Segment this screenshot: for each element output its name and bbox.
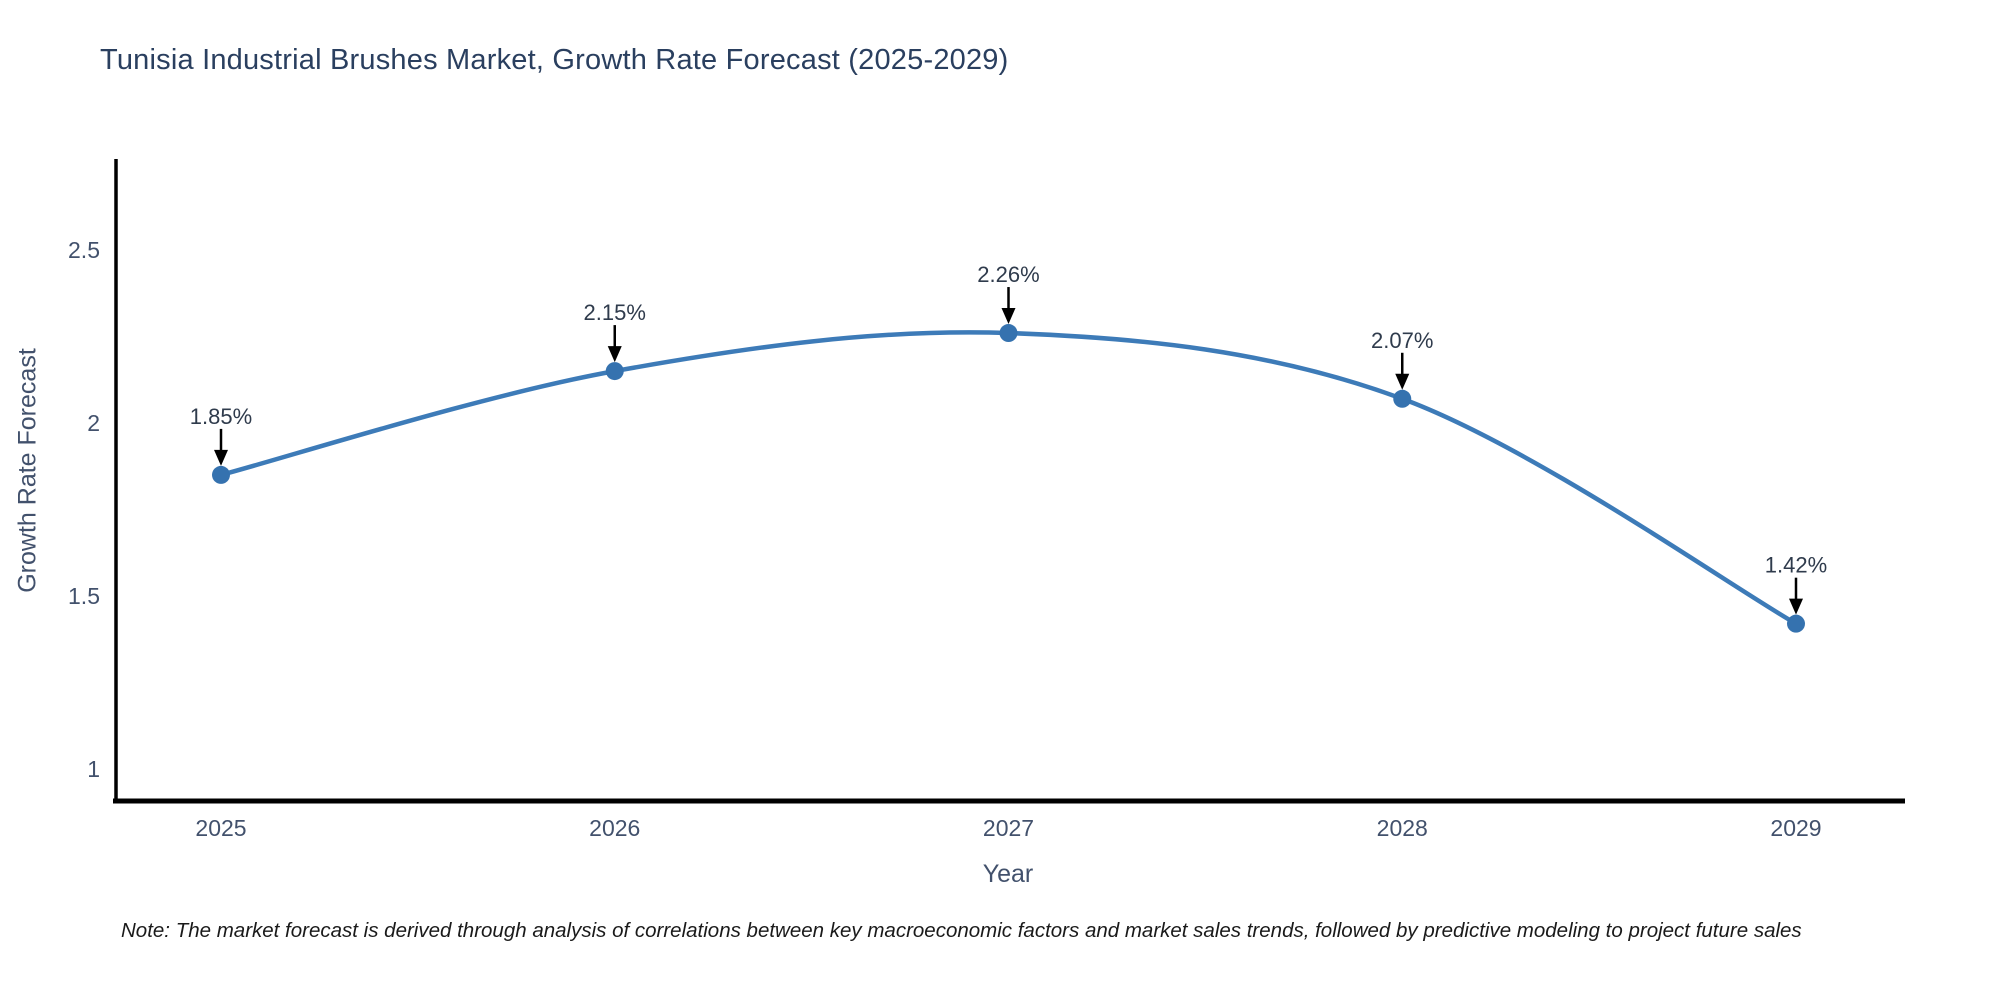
data-point-marker (999, 324, 1018, 343)
x-tick-label: 2025 (195, 815, 246, 841)
annotation-arrow-head (1001, 308, 1016, 325)
x-tick-label: 2027 (983, 815, 1034, 841)
annotation-arrow-head (607, 346, 622, 363)
y-tick-label: 2.5 (68, 237, 100, 263)
data-point-value-label: 2.15% (584, 300, 646, 325)
x-tick-label: 2026 (589, 815, 640, 841)
x-axis-title: Year (982, 860, 1034, 888)
data-point-marker (1393, 389, 1412, 408)
y-axis-title: Growth Rate Forecast (13, 348, 42, 593)
data-point-marker (212, 465, 230, 484)
data-point-value-label: 1.85% (190, 404, 252, 429)
data-point-value-label: 2.26% (977, 262, 1039, 287)
footnote-text: Note: The market forecast is derived thr… (121, 919, 1802, 942)
y-tick-label: 1.5 (68, 583, 100, 609)
forecast-line (218, 330, 1799, 626)
y-tick-label: 1 (87, 756, 100, 782)
data-point-marker (605, 362, 624, 381)
data-point-value-label: 2.07% (1371, 328, 1433, 353)
y-tick-label: 2 (87, 410, 100, 436)
data-point-value-label: 1.42% (1765, 553, 1827, 578)
annotation-arrow-head (1789, 598, 1803, 615)
data-point-marker (1787, 614, 1805, 633)
annotation-arrow-head (214, 449, 228, 466)
chart-title: Tunisia Industrial Brushes Market, Growt… (100, 44, 1009, 76)
x-tick-label: 2029 (1770, 815, 1821, 841)
annotation-arrow-head (1395, 373, 1410, 390)
x-tick-label: 2028 (1377, 815, 1428, 841)
